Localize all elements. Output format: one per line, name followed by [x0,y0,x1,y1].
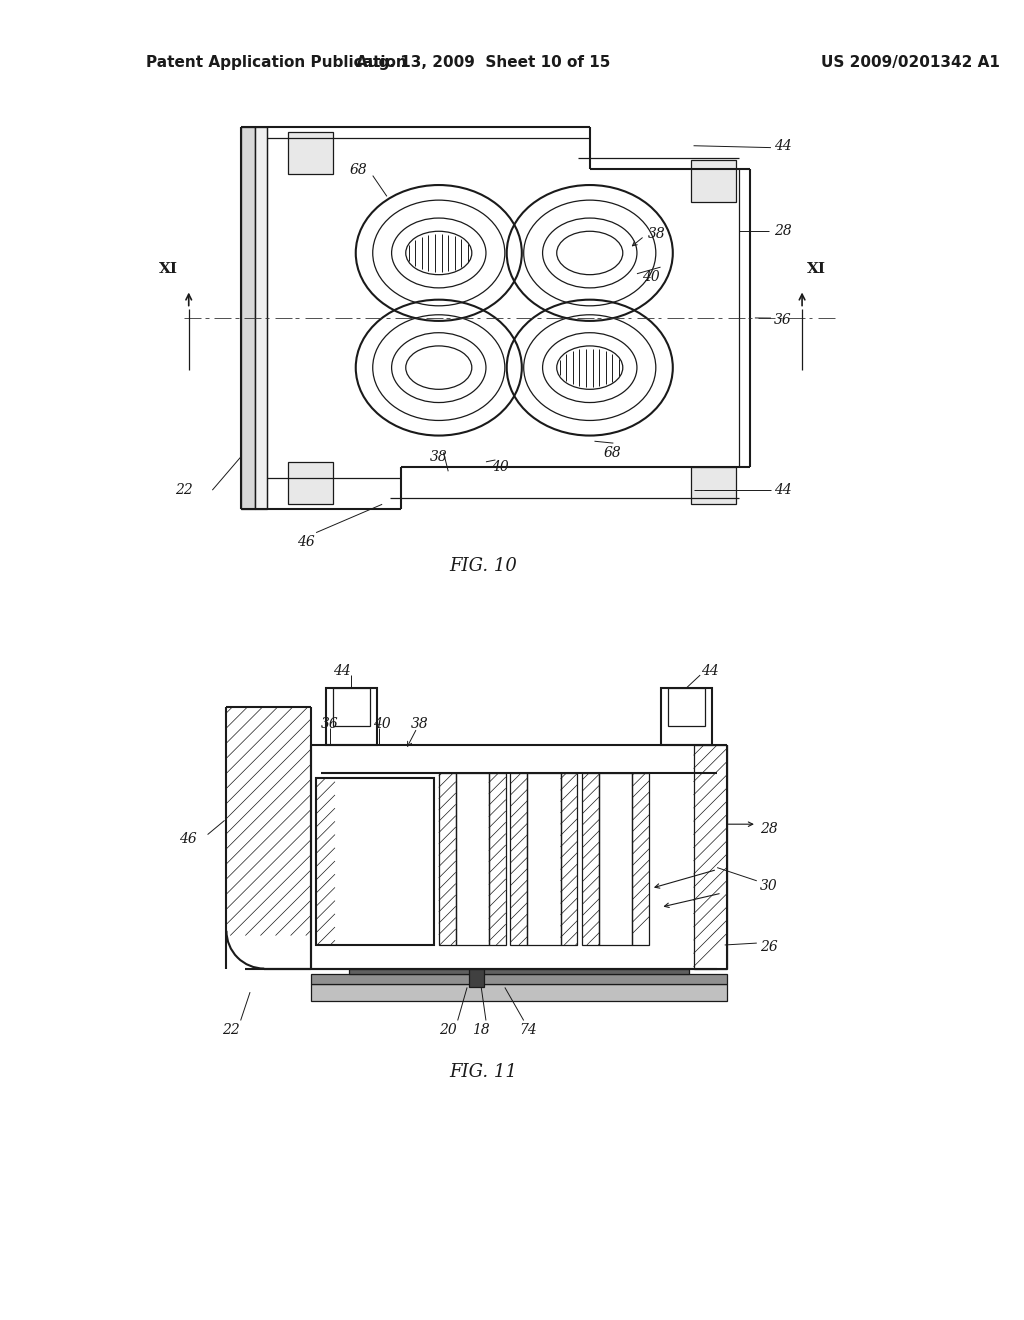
Text: 26: 26 [760,940,777,954]
Bar [511,774,527,945]
Bar [560,774,578,945]
Bar [599,774,632,945]
Bar [488,774,506,945]
Text: 46: 46 [297,535,315,549]
Text: 44: 44 [774,139,792,153]
Text: 22: 22 [222,1023,240,1038]
Bar [693,744,727,969]
Text: 44: 44 [774,483,792,498]
Bar [311,974,727,983]
Text: US 2009/0201342 A1: US 2009/0201342 A1 [821,55,999,70]
Bar [288,132,333,174]
Bar [333,688,370,726]
Bar [288,462,333,504]
Text: 38: 38 [411,717,428,731]
Bar [438,774,456,945]
Text: FIG. 11: FIG. 11 [450,1064,517,1081]
Text: 40: 40 [642,269,659,284]
Text: 36: 36 [321,717,339,731]
Bar [469,969,484,987]
Text: 46: 46 [179,833,197,846]
Bar [456,774,488,945]
Text: 18: 18 [472,1023,490,1038]
Text: 28: 28 [760,822,777,836]
Bar [311,983,727,1001]
Bar [660,688,713,744]
Text: 44: 44 [700,664,719,678]
Text: 38: 38 [648,227,666,242]
Text: 28: 28 [774,223,792,238]
Bar [583,774,599,945]
Text: 44: 44 [333,664,350,678]
Text: 68: 68 [349,162,367,177]
Bar [668,688,705,726]
Text: XI: XI [807,261,825,276]
Bar [527,774,560,945]
Bar [349,969,689,974]
Text: 30: 30 [760,879,777,892]
Polygon shape [241,127,255,510]
Bar [691,160,736,202]
Polygon shape [255,127,267,510]
Bar [316,777,434,945]
Bar [691,466,736,504]
Text: 20: 20 [439,1023,457,1038]
Text: XI: XI [159,261,177,276]
Text: 38: 38 [429,450,447,465]
Text: 36: 36 [774,313,792,327]
Bar [326,688,378,744]
Bar [632,774,649,945]
Text: 74: 74 [519,1023,538,1038]
Text: 40: 40 [373,717,390,731]
Text: Aug. 13, 2009  Sheet 10 of 15: Aug. 13, 2009 Sheet 10 of 15 [356,55,610,70]
Text: FIG. 10: FIG. 10 [450,557,517,574]
Text: 40: 40 [490,459,509,474]
Text: 22: 22 [174,483,193,498]
Text: Patent Application Publication: Patent Application Publication [146,55,407,70]
Text: 68: 68 [604,446,622,459]
